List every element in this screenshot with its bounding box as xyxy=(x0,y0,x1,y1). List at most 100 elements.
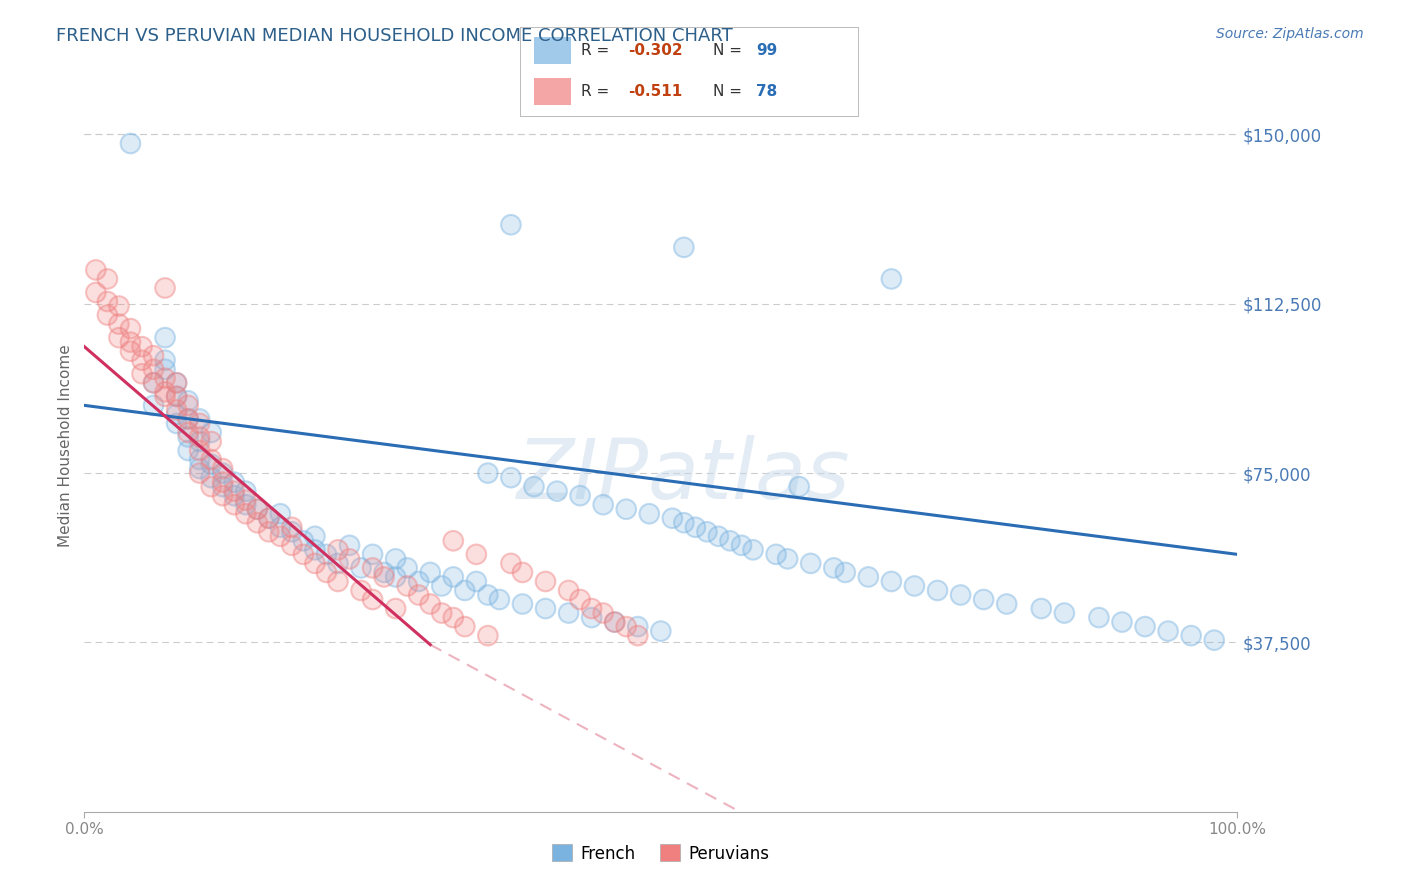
Point xyxy=(257,511,280,525)
Point xyxy=(696,524,718,539)
Point xyxy=(224,498,246,512)
Point xyxy=(339,552,361,566)
Point xyxy=(281,520,304,534)
Point xyxy=(153,353,176,368)
Point xyxy=(292,547,315,561)
Point xyxy=(246,502,269,516)
Point xyxy=(200,480,222,494)
Point xyxy=(1157,624,1180,639)
Point xyxy=(903,579,925,593)
Point xyxy=(672,240,695,254)
Point xyxy=(800,557,823,571)
Point xyxy=(1031,601,1053,615)
Text: N =: N = xyxy=(713,85,747,99)
Point xyxy=(84,285,107,300)
Point xyxy=(304,529,326,543)
Point xyxy=(153,331,176,345)
Point xyxy=(292,533,315,548)
Point xyxy=(142,376,165,390)
Point xyxy=(858,570,880,584)
Point xyxy=(304,542,326,557)
Point xyxy=(834,566,856,580)
Text: -0.511: -0.511 xyxy=(628,85,682,99)
Point xyxy=(441,533,464,548)
Point xyxy=(120,321,142,335)
Point xyxy=(188,461,211,475)
Point xyxy=(1053,606,1076,620)
Point xyxy=(224,484,246,499)
Point xyxy=(627,629,650,643)
Point xyxy=(326,574,349,589)
Point xyxy=(96,272,118,286)
Point xyxy=(361,592,384,607)
Point xyxy=(269,507,291,521)
Point xyxy=(787,480,810,494)
Point xyxy=(441,610,464,624)
Point xyxy=(211,466,233,480)
Point xyxy=(361,561,384,575)
Point xyxy=(269,520,291,534)
Point xyxy=(995,597,1018,611)
Point xyxy=(177,393,200,408)
Point xyxy=(177,393,200,408)
Point xyxy=(257,524,280,539)
Point xyxy=(84,285,107,300)
Point xyxy=(326,574,349,589)
Point xyxy=(419,597,441,611)
Point xyxy=(454,619,477,633)
Point xyxy=(1133,619,1156,633)
Point xyxy=(384,552,406,566)
Point xyxy=(627,619,650,633)
Point xyxy=(512,566,534,580)
Point xyxy=(614,619,637,633)
Point xyxy=(995,597,1018,611)
Point xyxy=(120,136,142,151)
Point xyxy=(488,592,510,607)
Point xyxy=(650,624,672,639)
Point xyxy=(823,561,845,575)
Point xyxy=(534,574,557,589)
Point xyxy=(326,542,349,557)
Point xyxy=(166,389,188,403)
Point xyxy=(96,272,118,286)
Point xyxy=(1180,629,1202,643)
Point xyxy=(512,566,534,580)
Point xyxy=(707,529,730,543)
Point xyxy=(408,574,430,589)
Point xyxy=(153,384,176,399)
Point xyxy=(142,362,165,376)
Point xyxy=(765,547,787,561)
Text: N =: N = xyxy=(713,44,747,58)
Point xyxy=(499,557,522,571)
Point xyxy=(177,412,200,426)
Point xyxy=(177,412,200,426)
Point xyxy=(188,434,211,449)
Point xyxy=(188,417,211,431)
Point xyxy=(177,425,200,440)
Point xyxy=(142,349,165,363)
Point xyxy=(534,601,557,615)
Point xyxy=(499,470,522,484)
Point xyxy=(477,629,499,643)
Point xyxy=(384,601,406,615)
Point xyxy=(949,588,972,602)
Point xyxy=(1031,601,1053,615)
Point xyxy=(166,389,188,403)
Point xyxy=(430,606,453,620)
Point xyxy=(246,502,269,516)
Point xyxy=(108,331,131,345)
Point xyxy=(235,484,257,499)
Point xyxy=(211,480,233,494)
Point xyxy=(166,376,188,390)
Point xyxy=(350,561,373,575)
Point xyxy=(246,516,269,530)
Point xyxy=(142,376,165,390)
Point xyxy=(211,489,233,503)
Point xyxy=(235,507,257,521)
Point xyxy=(638,507,661,521)
Bar xyxy=(534,78,571,105)
Legend: French, Peruvians: French, Peruvians xyxy=(546,838,776,869)
Point xyxy=(858,570,880,584)
Point xyxy=(246,516,269,530)
Point xyxy=(166,408,188,422)
